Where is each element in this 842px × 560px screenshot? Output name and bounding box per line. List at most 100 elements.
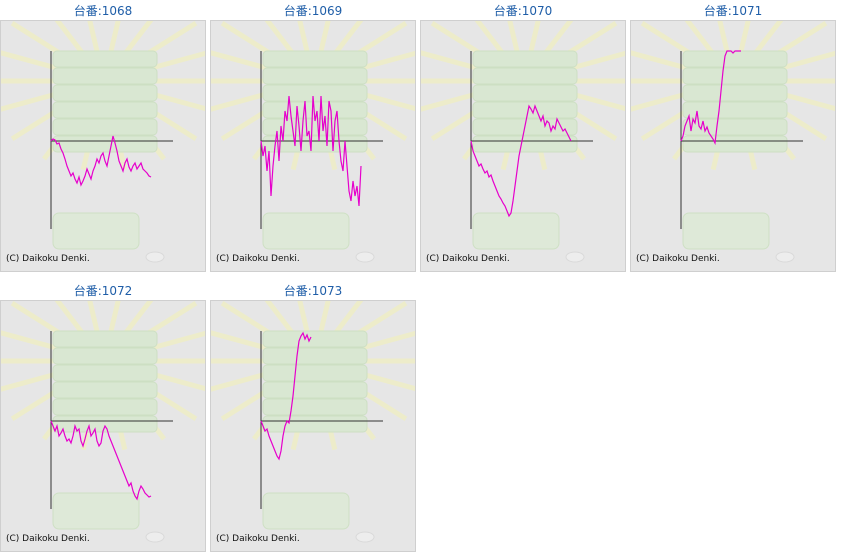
tray-shape — [52, 364, 158, 382]
series-line — [470, 104, 572, 218]
chart-frame: (C) Daikoku Denki. — [210, 20, 416, 272]
tray-shape — [472, 135, 578, 153]
tray-shape — [682, 50, 788, 68]
ray-shape — [211, 330, 278, 354]
tray-shape — [52, 415, 158, 433]
ray-shape — [474, 21, 506, 57]
chart-svg — [631, 21, 835, 263]
tray-shape — [52, 381, 158, 399]
credit-text: (C) Daikoku Denki. — [216, 254, 300, 264]
background-illustration — [211, 301, 415, 543]
coin-shape — [355, 531, 375, 543]
chart-frame: (C) Daikoku Denki. — [0, 20, 206, 272]
tray-shape — [262, 347, 368, 365]
tray-shape — [52, 347, 158, 365]
small-tray-shape — [52, 492, 140, 530]
tray-shape — [262, 415, 368, 433]
ray-shape — [507, 21, 520, 53]
credit-text: (C) Daikoku Denki. — [426, 254, 510, 264]
ray-shape — [542, 21, 574, 57]
ray-shape — [54, 21, 86, 57]
chart-title[interactable]: 台番:1068 — [73, 4, 133, 18]
small-tray-shape — [682, 212, 770, 250]
tray-shape — [52, 398, 158, 416]
chart-svg — [211, 301, 415, 543]
ray-shape — [332, 21, 364, 57]
coin-shape — [145, 531, 165, 543]
tray-shape — [682, 67, 788, 85]
ray-shape — [108, 301, 121, 333]
tray-shape — [682, 84, 788, 102]
ray-shape — [87, 21, 100, 53]
tray-shape — [52, 135, 158, 153]
ray-shape — [108, 21, 121, 53]
chart-title[interactable]: 台番:1069 — [283, 4, 343, 18]
tray-shape — [682, 135, 788, 153]
chart-cell: 台番:1070 (C) Daikoku Denki. — [420, 0, 626, 272]
tray-shape — [262, 67, 368, 85]
series-line — [50, 135, 152, 187]
ray-shape — [122, 21, 154, 57]
chart-title[interactable]: 台番:1073 — [283, 284, 343, 298]
tray-shape — [472, 84, 578, 102]
coin-shape — [355, 251, 375, 263]
tray-shape — [262, 135, 368, 153]
ray-shape — [1, 330, 68, 354]
tray-shape — [262, 50, 368, 68]
ray-shape — [1, 50, 68, 74]
ray-shape — [297, 301, 310, 333]
chart-cell: 台番:1068 (C) Daikoku Denki. — [0, 0, 206, 272]
credit-text: (C) Daikoku Denki. — [6, 254, 90, 264]
ray-shape — [54, 301, 86, 337]
coin-shape — [775, 251, 795, 263]
coin-shape — [145, 251, 165, 263]
series-line — [260, 331, 312, 461]
tray-shape — [52, 67, 158, 85]
chart-title[interactable]: 台番:1070 — [493, 4, 553, 18]
small-tray-shape — [472, 212, 560, 250]
background-illustration — [421, 21, 625, 263]
credit-text: (C) Daikoku Denki. — [6, 534, 90, 544]
chart-title[interactable]: 台番:1072 — [73, 284, 133, 298]
background-illustration — [211, 21, 415, 263]
tray-shape — [262, 398, 368, 416]
ray-shape — [318, 301, 331, 333]
tray-shape — [682, 118, 788, 136]
ray-shape — [631, 50, 698, 74]
small-tray-shape — [52, 212, 140, 250]
ray-shape — [738, 21, 751, 53]
chart-frame: (C) Daikoku Denki. — [0, 300, 206, 552]
tray-shape — [52, 330, 158, 348]
chart-svg — [421, 21, 625, 263]
tray-shape — [472, 50, 578, 68]
ray-shape — [122, 301, 154, 337]
ray-shape — [211, 50, 278, 74]
tray-shape — [472, 67, 578, 85]
chart-svg — [1, 21, 205, 263]
tray-shape — [262, 84, 368, 102]
chart-svg — [211, 21, 415, 263]
chart-svg — [1, 301, 205, 543]
ray-shape — [297, 21, 310, 53]
tray-shape — [682, 101, 788, 119]
tray-shape — [52, 101, 158, 119]
chart-title[interactable]: 台番:1071 — [703, 4, 763, 18]
chart-cell: 台番:1069 (C) Daikoku Denki. — [210, 0, 416, 272]
ray-shape — [421, 50, 488, 74]
ray-shape — [87, 301, 100, 333]
background-illustration — [631, 21, 835, 263]
series-line — [680, 50, 741, 146]
series-line — [260, 95, 362, 207]
series-line — [50, 420, 152, 501]
background-illustration — [1, 301, 205, 543]
tray-shape — [52, 84, 158, 102]
chart-cell: 台番:1071 (C) Daikoku Denki. — [630, 0, 836, 272]
tray-shape — [262, 381, 368, 399]
credit-text: (C) Daikoku Denki. — [216, 534, 300, 544]
ray-shape — [528, 21, 541, 53]
chart-frame: (C) Daikoku Denki. — [210, 300, 416, 552]
chart-frame: (C) Daikoku Denki. — [420, 20, 626, 272]
small-tray-shape — [262, 492, 350, 530]
chart-cell: 台番:1072 (C) Daikoku Denki. — [0, 280, 206, 552]
chart-frame: (C) Daikoku Denki. — [630, 20, 836, 272]
